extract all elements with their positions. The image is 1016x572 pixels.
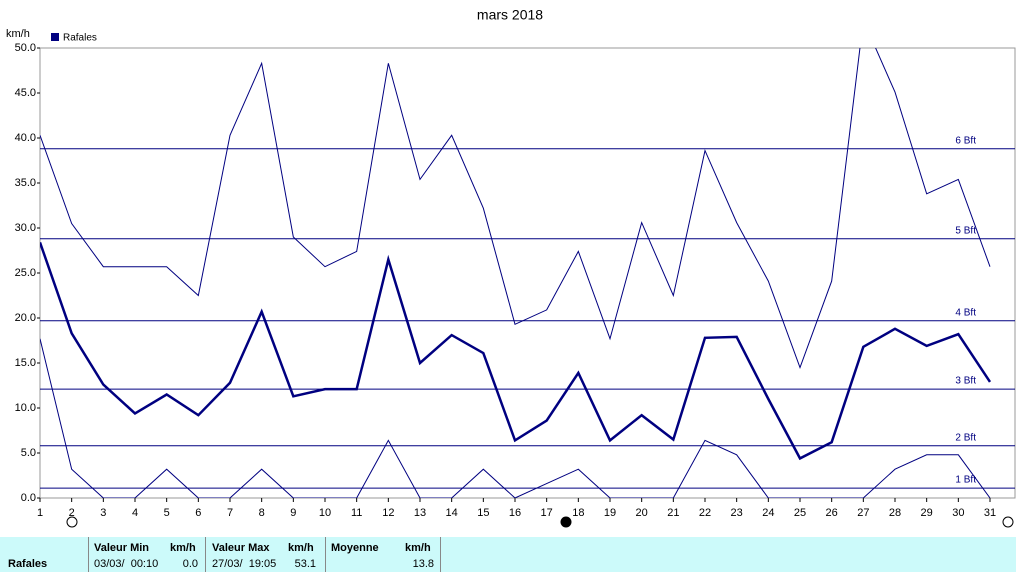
x-tick-label: 5 xyxy=(164,507,170,519)
x-tick-label: 6 xyxy=(195,507,201,519)
x-tick-label: 21 xyxy=(667,507,679,519)
cell: 27/03/ 19:05 xyxy=(212,558,277,570)
x-tick-label: 3 xyxy=(100,507,106,519)
series-line xyxy=(40,241,992,461)
y-tick-label: 35.0 xyxy=(15,177,36,189)
y-axis-label: km/h xyxy=(6,28,30,40)
x-tick-label: 4 xyxy=(132,507,138,519)
cell: 53.1 xyxy=(294,558,316,570)
reference-label: 2 Bft xyxy=(955,432,976,443)
x-tick-label: 11 xyxy=(351,507,362,519)
y-tick-label: 25.0 xyxy=(15,267,36,279)
x-tick-label: 2 xyxy=(69,507,75,519)
row-label: Rafales xyxy=(8,558,48,570)
y-tick-label: 40.0 xyxy=(15,132,36,144)
x-tick-label: 26 xyxy=(826,507,838,519)
header: km/h xyxy=(170,542,196,554)
reference-label: 4 Bft xyxy=(955,307,976,318)
x-tick-label: 12 xyxy=(382,507,394,519)
x-tick-label: 14 xyxy=(446,507,458,519)
x-tick-label: 16 xyxy=(509,507,521,519)
legend-label: Rafales xyxy=(63,33,97,44)
series-line xyxy=(40,338,991,498)
header: Valeur Min xyxy=(94,542,150,554)
x-tick-label: 30 xyxy=(952,507,964,519)
x-tick-label: 29 xyxy=(921,507,933,519)
chart: mars 2018 km/h Rafales 0.0 5.0 10.0 15.0 20.… xyxy=(6,7,1016,528)
cell: 0.0 xyxy=(182,558,198,570)
x-tick-label: 18 xyxy=(572,507,584,519)
stats-table: Rafales Valeur Min km/h 03/03/ 00:10 0.0… xyxy=(0,537,1016,572)
series-line xyxy=(40,48,991,369)
header: km/h xyxy=(288,542,314,554)
x-tick-label: 17 xyxy=(541,507,553,519)
x-tick-label: 9 xyxy=(290,507,296,519)
reference-label: 6 Bft xyxy=(955,135,976,146)
y-tick-label: 20.0 xyxy=(15,312,36,324)
reference-label: 5 Bft xyxy=(955,225,976,236)
header: km/h xyxy=(405,542,431,554)
y-tick-label: 0.0 xyxy=(21,492,36,504)
x-tick-label: 27 xyxy=(857,507,869,519)
cell: 03/03/ 00:10 xyxy=(94,558,159,570)
plot-frame xyxy=(39,47,1016,499)
separator xyxy=(325,537,326,572)
x-tick-label: 22 xyxy=(699,507,711,519)
y-tick-label: 15.0 xyxy=(15,357,36,369)
x-tick-label: 19 xyxy=(604,507,616,519)
x-tick-label: 1 xyxy=(37,507,43,519)
reference-label: 1 Bft xyxy=(955,475,976,486)
x-tick-label: 28 xyxy=(889,507,901,519)
cell: 13.8 xyxy=(412,558,434,570)
x-tick-label: 24 xyxy=(762,507,774,519)
x-tick-label: 15 xyxy=(477,507,489,519)
separator xyxy=(88,537,89,572)
legend-swatch xyxy=(51,33,59,41)
x-tick-label: 25 xyxy=(794,507,806,519)
x-tick-label: 10 xyxy=(319,507,331,519)
y-tick-label: 30.0 xyxy=(15,222,36,234)
moon-icon xyxy=(1002,516,1014,528)
y-tick-label: 10.0 xyxy=(15,402,36,414)
separator xyxy=(440,537,441,572)
separator xyxy=(205,537,206,572)
moon-icon xyxy=(560,516,572,528)
x-tick-label: 7 xyxy=(227,507,233,519)
x-tick-label: 23 xyxy=(731,507,743,519)
x-tick-label: 31 xyxy=(984,507,996,519)
x-tick-label: 20 xyxy=(636,507,648,519)
chart-title: mars 2018 xyxy=(477,7,543,23)
plot-clip xyxy=(40,48,992,498)
y-tick-label: 50.0 xyxy=(15,42,36,54)
header: Moyenne xyxy=(331,542,379,554)
x-tick-label: 8 xyxy=(259,507,265,519)
header: Valeur Max xyxy=(212,542,270,554)
reference-label: 3 Bft xyxy=(955,376,976,387)
x-tick-label: 13 xyxy=(414,507,426,519)
y-tick-label: 5.0 xyxy=(21,447,36,459)
moon-icon xyxy=(66,516,78,528)
y-tick-label: 45.0 xyxy=(15,87,36,99)
